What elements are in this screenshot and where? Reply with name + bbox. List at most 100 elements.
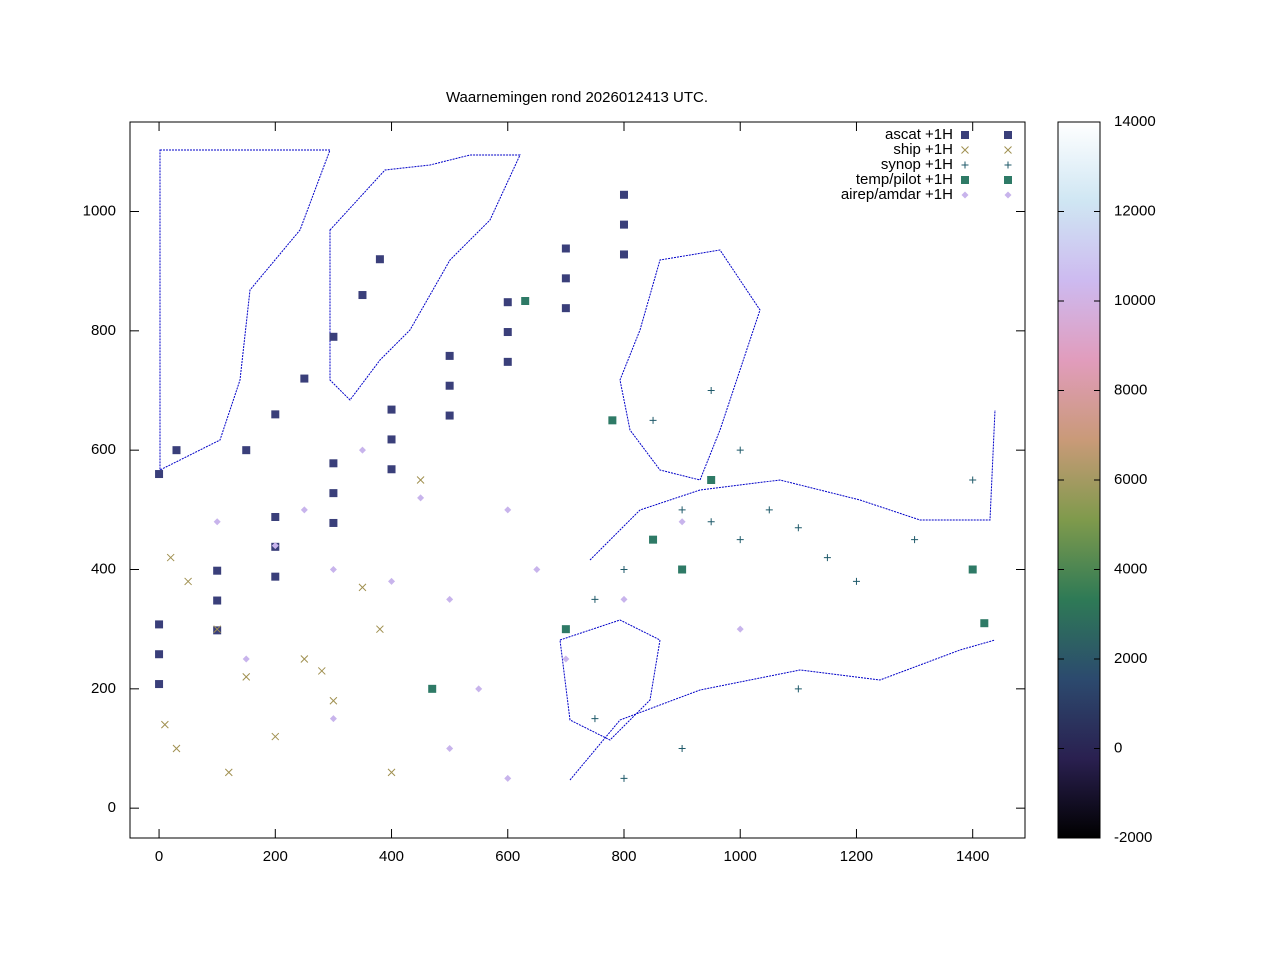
point bbox=[521, 297, 530, 305]
point bbox=[736, 536, 744, 544]
point bbox=[271, 732, 280, 741]
x-tick-label: 200 bbox=[263, 848, 288, 865]
point bbox=[446, 595, 454, 603]
point bbox=[213, 625, 222, 634]
point bbox=[619, 190, 628, 199]
point bbox=[317, 667, 326, 675]
point bbox=[375, 255, 384, 264]
point bbox=[969, 476, 977, 484]
point bbox=[678, 518, 686, 526]
point bbox=[445, 411, 454, 420]
legend-label: temp/pilot +1H bbox=[856, 171, 953, 188]
point bbox=[707, 518, 715, 526]
point bbox=[155, 470, 164, 479]
legend-symbol bbox=[1004, 161, 1012, 169]
point bbox=[678, 745, 686, 752]
point bbox=[300, 655, 309, 663]
point bbox=[417, 494, 425, 502]
point bbox=[475, 685, 483, 693]
plot-border bbox=[129, 121, 1026, 839]
point bbox=[358, 446, 366, 454]
colorbar bbox=[1057, 121, 1101, 839]
point bbox=[388, 577, 396, 585]
point bbox=[387, 768, 396, 777]
point bbox=[503, 328, 512, 337]
point bbox=[358, 291, 367, 300]
point bbox=[765, 506, 773, 514]
point bbox=[213, 626, 222, 635]
y-tick-label: 600 bbox=[91, 441, 116, 458]
legend-symbol bbox=[1004, 131, 1012, 139]
point bbox=[533, 566, 541, 573]
point bbox=[794, 685, 802, 693]
point bbox=[213, 596, 222, 605]
point bbox=[416, 476, 425, 484]
colorbar-tick-label: 0 bbox=[1114, 739, 1122, 756]
point bbox=[166, 553, 175, 562]
point bbox=[736, 446, 744, 454]
point bbox=[329, 715, 337, 723]
legend-symbol bbox=[961, 191, 969, 199]
legend-label: airep/amdar +1H bbox=[841, 186, 953, 203]
iberia-coast bbox=[559, 619, 661, 741]
point bbox=[561, 625, 570, 634]
legend-label: ship +1H bbox=[893, 141, 953, 158]
point bbox=[242, 655, 250, 663]
point bbox=[794, 524, 802, 532]
point bbox=[678, 506, 686, 514]
legend-symbol bbox=[961, 161, 969, 169]
point bbox=[300, 506, 308, 514]
x-tick-label: 400 bbox=[379, 848, 404, 865]
point bbox=[562, 655, 570, 663]
point bbox=[271, 410, 280, 419]
legend-label: synop +1H bbox=[881, 156, 953, 173]
y-tick-label: 800 bbox=[91, 322, 116, 339]
x-tick-label: 1200 bbox=[840, 848, 873, 865]
point bbox=[329, 518, 338, 527]
point bbox=[213, 566, 222, 575]
point bbox=[329, 696, 338, 705]
point bbox=[980, 619, 989, 628]
colorbar-tick-label: -2000 bbox=[1114, 829, 1152, 846]
point bbox=[428, 684, 437, 693]
y-tick-label: 1000 bbox=[83, 202, 116, 219]
point bbox=[620, 774, 628, 782]
colorbar-tick-label: 4000 bbox=[1114, 560, 1147, 577]
africa-coast bbox=[569, 639, 996, 781]
colorbar-tick-label: 6000 bbox=[1114, 471, 1147, 488]
point bbox=[446, 745, 454, 752]
point bbox=[172, 446, 181, 455]
point bbox=[591, 595, 599, 603]
point bbox=[271, 572, 280, 581]
point bbox=[968, 565, 977, 574]
point bbox=[358, 583, 367, 592]
point bbox=[649, 535, 658, 544]
y-tick-label: 0 bbox=[108, 799, 116, 816]
x-tick-label: 600 bbox=[495, 848, 520, 865]
point bbox=[155, 650, 164, 659]
point bbox=[387, 405, 396, 414]
legend-symbol bbox=[961, 176, 969, 184]
x-tick-label: 1400 bbox=[956, 848, 989, 865]
point bbox=[591, 715, 599, 723]
point bbox=[329, 459, 338, 468]
point bbox=[823, 554, 831, 562]
point bbox=[376, 625, 384, 634]
point bbox=[608, 416, 617, 425]
point bbox=[329, 566, 337, 573]
europe-coast bbox=[589, 409, 996, 561]
point bbox=[911, 536, 919, 544]
greenland-coast bbox=[329, 154, 521, 401]
point bbox=[224, 768, 233, 777]
canada-coast bbox=[159, 149, 331, 471]
legend-symbol bbox=[961, 146, 969, 154]
point bbox=[172, 744, 181, 753]
point bbox=[620, 566, 628, 573]
x-tick-label: 1000 bbox=[724, 848, 757, 865]
point bbox=[619, 220, 628, 229]
marks bbox=[155, 190, 989, 782]
point bbox=[242, 446, 251, 455]
point bbox=[155, 620, 164, 629]
point bbox=[649, 416, 657, 424]
